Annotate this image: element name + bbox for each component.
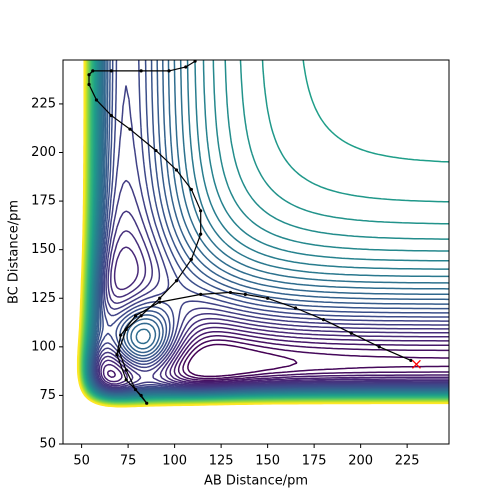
trajectory-point bbox=[293, 306, 298, 310]
trajectory-point bbox=[145, 401, 149, 405]
contour-group bbox=[76, 59, 450, 408]
contour-line bbox=[94, 85, 449, 391]
trajectory-point bbox=[124, 378, 128, 382]
chart-layer: 50 75 100 125 150 175 200 225 50 75 100 125 150 175 20… bbox=[31, 59, 450, 469]
trajectory-point bbox=[243, 292, 247, 296]
trajectory-point bbox=[349, 331, 353, 335]
x-axis-label: AB Distance/pm bbox=[204, 474, 308, 489]
trajectory-point bbox=[228, 290, 233, 295]
x-tick-label: 75 bbox=[120, 454, 137, 469]
trajectory-line bbox=[88, 60, 412, 404]
contour-line bbox=[102, 326, 450, 384]
contour-line bbox=[98, 230, 449, 387]
trajectory-point bbox=[117, 349, 121, 353]
trajectory-point bbox=[128, 127, 132, 131]
contour-line bbox=[97, 210, 449, 388]
contour-line bbox=[100, 246, 449, 386]
trajectory-point bbox=[199, 232, 203, 236]
plot-frame bbox=[62, 59, 450, 445]
y-tick-label: 100 bbox=[31, 339, 56, 354]
trajectory-point bbox=[91, 69, 95, 73]
trajectory-point bbox=[119, 333, 123, 337]
y-tick-label: 75 bbox=[39, 388, 56, 403]
trajectory-point bbox=[409, 358, 413, 363]
trajectory-point bbox=[174, 279, 179, 283]
trajectory-point bbox=[109, 113, 113, 118]
trajectory-point bbox=[115, 353, 119, 357]
y-axis-label: BC Distance/pm bbox=[7, 200, 22, 304]
trajectory-point bbox=[109, 69, 113, 73]
end-marker-cross bbox=[411, 359, 421, 369]
y-tick-label: 200 bbox=[31, 145, 56, 160]
x-tick-label: 175 bbox=[302, 454, 327, 469]
contour-line bbox=[107, 330, 449, 383]
trajectory-point bbox=[174, 168, 179, 172]
trajectory-point bbox=[139, 393, 143, 398]
x-tick-label: 125 bbox=[209, 454, 234, 469]
trajectory-point bbox=[199, 292, 203, 296]
trajectory-point bbox=[266, 296, 270, 300]
trajectory-point bbox=[87, 82, 91, 87]
y-tick-label: 150 bbox=[31, 242, 56, 257]
trajectory-point bbox=[133, 387, 138, 392]
x-tick-label: 200 bbox=[348, 454, 373, 469]
x-tick-label: 150 bbox=[255, 454, 280, 469]
x-tick-label: 100 bbox=[162, 454, 187, 469]
y-tick-label: 50 bbox=[39, 437, 56, 452]
x-tick-label: 225 bbox=[395, 454, 420, 469]
contour-line bbox=[90, 60, 449, 395]
trajectory-point bbox=[158, 296, 162, 300]
y-tick-label: 125 bbox=[31, 291, 56, 306]
contour-line bbox=[93, 59, 449, 392]
trajectory-point bbox=[133, 314, 138, 318]
contour-line bbox=[76, 60, 449, 408]
contour-line bbox=[182, 339, 449, 380]
trajectory-point bbox=[189, 257, 193, 261]
contour-line bbox=[187, 343, 298, 378]
end-marker bbox=[411, 359, 421, 369]
contour-line bbox=[90, 59, 449, 394]
y-tick-label: 225 bbox=[31, 96, 56, 111]
trajectory-point bbox=[139, 69, 143, 73]
trajectory-point bbox=[199, 209, 203, 213]
trajectory-point bbox=[321, 318, 326, 322]
trajectory-point bbox=[193, 59, 197, 63]
x-tick-label: 50 bbox=[73, 454, 90, 469]
trajectory-point bbox=[189, 187, 193, 192]
trajectory-point bbox=[94, 98, 99, 102]
contour-line bbox=[91, 59, 450, 393]
y-tick-label: 175 bbox=[31, 194, 56, 209]
trajectory-point bbox=[87, 73, 91, 77]
trajectory-point bbox=[154, 148, 158, 153]
trajectory-point bbox=[184, 65, 188, 69]
trajectory-point bbox=[158, 300, 162, 304]
trajectory-point bbox=[377, 345, 381, 349]
trajectory-point bbox=[124, 368, 128, 372]
trajectory-point bbox=[167, 69, 171, 73]
trajectory-point bbox=[139, 314, 143, 318]
trajectory-point bbox=[124, 327, 128, 331]
contour-line bbox=[177, 335, 449, 382]
